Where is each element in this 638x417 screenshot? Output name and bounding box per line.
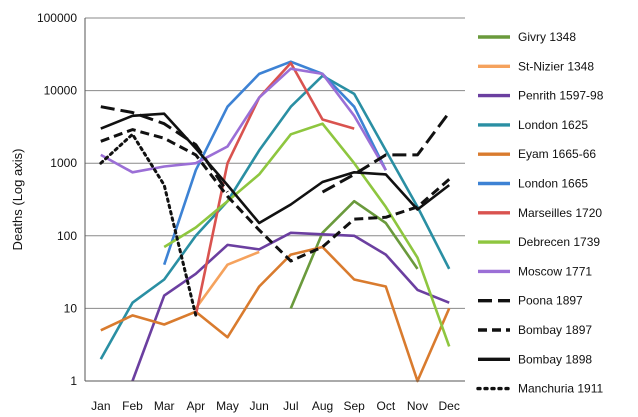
y-tick-label: 1000 bbox=[50, 156, 77, 170]
series-0 bbox=[289, 199, 419, 309]
legend-label: London 1665 bbox=[518, 177, 588, 191]
legend-label: Eyam 1665-66 bbox=[518, 147, 596, 161]
x-tick-label: Oct bbox=[376, 399, 395, 413]
x-tick-labels: Jan Feb Mar Apr May Jun Jul Aug Sep Oct Nov Dec bbox=[91, 399, 460, 413]
legend-label: Moscow 1771 bbox=[518, 264, 592, 278]
series-line bbox=[100, 67, 387, 174]
series-line bbox=[131, 231, 450, 382]
y-tick-label: 10 bbox=[64, 301, 78, 315]
series-line bbox=[100, 245, 451, 383]
legend: Givry 1348 St-Nizier 1348 Penrith 1597-98 L… bbox=[476, 30, 604, 396]
y-tick-label: 100 bbox=[57, 229, 77, 243]
series-line bbox=[99, 132, 198, 317]
series-2 bbox=[131, 231, 450, 382]
series-line bbox=[100, 112, 450, 225]
x-tick-label: Jun bbox=[249, 399, 268, 413]
series-line bbox=[321, 111, 451, 194]
legend-label: Penrith 1597-98 bbox=[518, 89, 604, 103]
legend-label: Poona 1897 bbox=[518, 294, 583, 308]
series-7 bbox=[163, 122, 451, 347]
x-tick-label: Feb bbox=[122, 399, 143, 413]
legend-label: Marseilles 1720 bbox=[518, 206, 602, 220]
x-tick-label: Jul bbox=[283, 399, 298, 413]
legend-label: Debrecen 1739 bbox=[518, 235, 600, 249]
legend-label: Givry 1348 bbox=[518, 30, 576, 44]
series-3 bbox=[99, 74, 451, 360]
y-axis-label: Deaths (Log axis) bbox=[10, 149, 25, 251]
y-tick-labels: 1 10 100 1000 10000 100000 bbox=[37, 11, 77, 388]
x-tick-label: Dec bbox=[438, 399, 459, 413]
series-line bbox=[100, 128, 451, 263]
series-12 bbox=[99, 132, 198, 317]
series-line bbox=[99, 74, 451, 360]
legend-label: Manchuria 1911 bbox=[518, 382, 603, 396]
series-8 bbox=[100, 67, 387, 174]
legend-label: London 1625 bbox=[518, 118, 588, 132]
series-layer bbox=[99, 60, 451, 383]
legend-label: Bombay 1897 bbox=[518, 323, 592, 337]
series-10 bbox=[100, 128, 451, 263]
legend-label: St-Nizier 1348 bbox=[518, 59, 594, 73]
series-line bbox=[289, 199, 419, 309]
series-line bbox=[163, 122, 451, 347]
axes bbox=[84, 18, 465, 382]
y-tick-label: 1 bbox=[70, 374, 77, 388]
y-tick-label: 100000 bbox=[37, 11, 77, 25]
x-tick-label: Apr bbox=[186, 399, 205, 413]
x-tick-label: Sep bbox=[343, 399, 365, 413]
series-11 bbox=[100, 112, 450, 225]
x-tick-label: Mar bbox=[154, 399, 175, 413]
y-tick-label: 10000 bbox=[44, 84, 78, 98]
series-line bbox=[194, 250, 260, 310]
series-4 bbox=[100, 245, 451, 383]
x-tick-label: Jan bbox=[91, 399, 110, 413]
series-1 bbox=[194, 250, 260, 310]
x-tick-label: Nov bbox=[407, 399, 428, 413]
x-tick-label: May bbox=[216, 399, 239, 413]
legend-label: Bombay 1898 bbox=[518, 352, 592, 366]
x-tick-label: Aug bbox=[312, 399, 333, 413]
